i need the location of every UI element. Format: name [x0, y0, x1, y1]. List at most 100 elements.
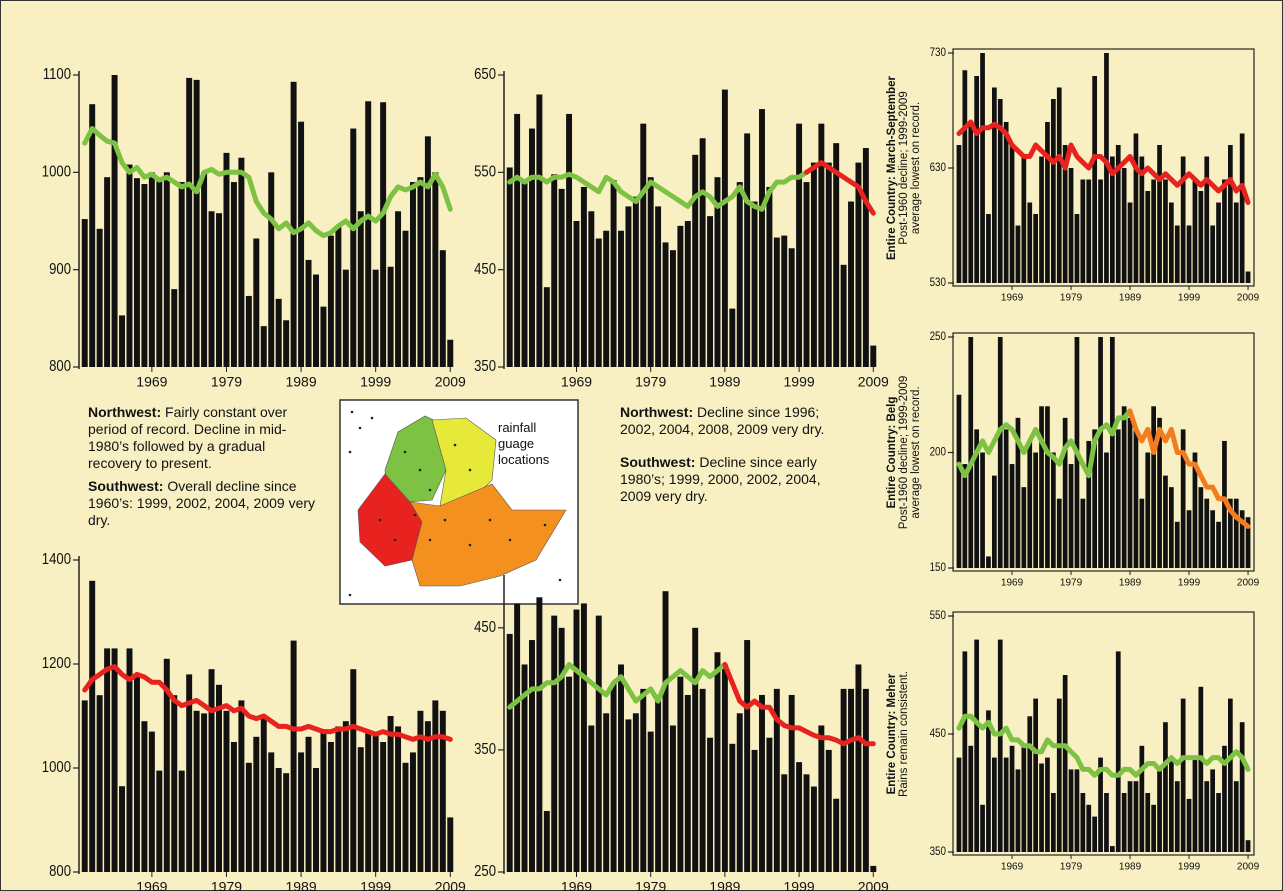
- map: [339, 399, 579, 605]
- x-tick-label: 1989: [709, 374, 740, 390]
- bar: [126, 164, 133, 367]
- bar: [89, 104, 96, 367]
- bar: [603, 713, 610, 872]
- bar: [692, 627, 699, 872]
- bar: [1174, 521, 1180, 568]
- bar: [796, 123, 803, 368]
- x-tick-label: 1999: [1178, 293, 1201, 304]
- bar: [186, 674, 193, 872]
- x-tick-label: 1989: [285, 374, 316, 390]
- bar: [566, 113, 573, 367]
- bar: [1192, 179, 1198, 283]
- bar: [163, 658, 170, 872]
- map-label: rainfall guage locations: [498, 420, 550, 467]
- bar: [833, 798, 840, 872]
- bar: [395, 726, 402, 872]
- y-tick-label: 350: [930, 845, 946, 858]
- bar: [669, 725, 676, 872]
- bar: [350, 669, 357, 872]
- bar: [1027, 716, 1033, 852]
- y-tick-label: 550: [930, 609, 946, 622]
- bar: [1133, 781, 1139, 852]
- bar: [862, 688, 869, 872]
- bar: [298, 121, 305, 367]
- bar: [1227, 145, 1233, 283]
- bar: [305, 736, 312, 872]
- x-tick-label: 1979: [1060, 578, 1083, 589]
- bar: [855, 664, 862, 872]
- bar: [141, 184, 148, 367]
- bar: [1050, 452, 1056, 568]
- bar: [1033, 452, 1039, 568]
- bar: [788, 248, 795, 367]
- bar: [1227, 498, 1233, 568]
- bar: [986, 710, 991, 852]
- x-tick-label: 1969: [561, 879, 592, 891]
- y-tick-label: 200: [930, 446, 946, 459]
- bar: [1180, 698, 1186, 852]
- bar: [1133, 133, 1139, 283]
- bar: [1121, 793, 1127, 852]
- bar: [962, 464, 968, 568]
- x-tick-label: 1969: [1001, 293, 1024, 304]
- bar: [1121, 168, 1127, 283]
- bar: [655, 206, 662, 367]
- bar: [991, 475, 997, 568]
- note-label: Southwest:: [620, 454, 696, 470]
- bar: [699, 138, 706, 367]
- bar: [81, 700, 88, 872]
- bar: [201, 713, 208, 872]
- bar: [714, 177, 721, 367]
- y-tick-label: 450: [930, 727, 946, 740]
- bar: [595, 238, 602, 367]
- bar: [1109, 846, 1115, 852]
- bar: [744, 640, 751, 872]
- bar: [1145, 452, 1151, 568]
- bar: [1021, 745, 1027, 852]
- bar: [305, 259, 312, 367]
- bar: [402, 230, 409, 367]
- bar: [997, 639, 1003, 852]
- y-tick-label: 450: [474, 261, 496, 278]
- bar: [1227, 698, 1233, 852]
- y-tick-label: 250: [930, 330, 946, 343]
- bar: [506, 633, 513, 872]
- bar: [201, 172, 208, 367]
- bar: [275, 768, 282, 872]
- bar: [1198, 487, 1204, 568]
- bar: [1239, 510, 1245, 568]
- bar: [424, 136, 431, 367]
- bar: [1115, 651, 1121, 852]
- trend-line: [722, 662, 876, 747]
- x-tick-label: 1979: [635, 374, 666, 390]
- x-tick-label: 1969: [1001, 578, 1024, 589]
- bar: [1163, 179, 1168, 283]
- bar: [536, 94, 543, 367]
- bar: [721, 664, 728, 872]
- bar: [1027, 202, 1033, 283]
- bar: [514, 113, 521, 367]
- bar: [1210, 510, 1216, 568]
- bar: [126, 648, 133, 872]
- chart: 350 450 550 1969 1979 1989 1999 2009 Entire Coun…: [886, 609, 1260, 872]
- chart: 150 200 250 1969 1979 1989 1999 2009 Entire Coun…: [886, 330, 1260, 588]
- x-tick-label: 1999: [1178, 862, 1201, 873]
- bar: [1104, 53, 1109, 283]
- bar: [335, 225, 342, 367]
- bar: [402, 762, 409, 872]
- bar: [417, 710, 424, 872]
- bar: [956, 757, 962, 852]
- x-tick-label: 1979: [1060, 862, 1083, 873]
- bar: [119, 315, 126, 367]
- bar: [1151, 406, 1157, 568]
- bar: [156, 770, 163, 872]
- bar: [848, 201, 854, 367]
- bar: [313, 768, 319, 872]
- bar: [1092, 429, 1098, 568]
- bar: [707, 216, 714, 367]
- bar: [409, 752, 416, 872]
- bar: [1245, 517, 1251, 568]
- bar: [551, 615, 558, 872]
- x-tick-label: 2009: [1237, 862, 1260, 873]
- y-tick-label: 730: [930, 46, 946, 59]
